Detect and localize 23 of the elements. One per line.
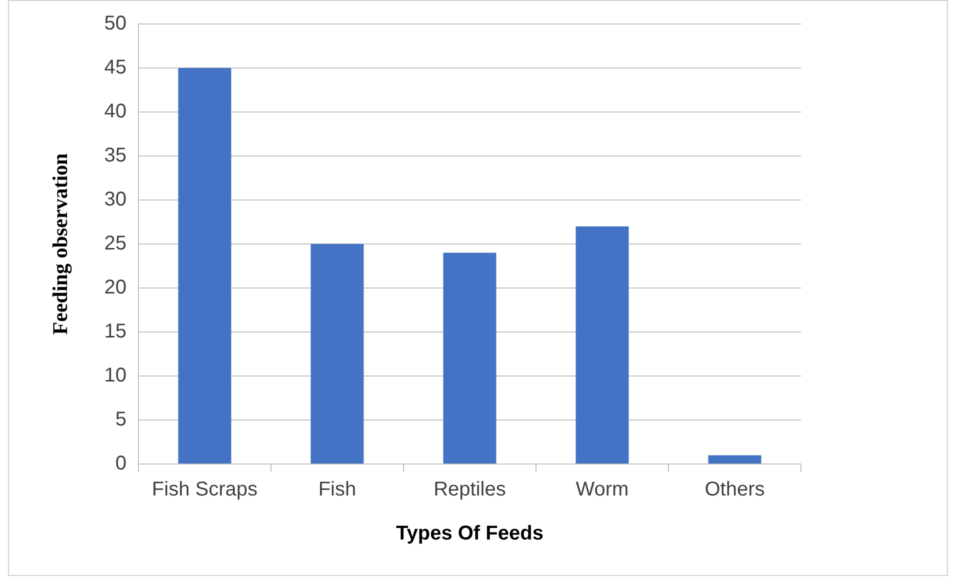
y-axis-title: Feeding observation	[48, 152, 72, 335]
x-tick-label: Reptiles	[434, 478, 506, 501]
x-tick-label: Fish	[318, 478, 356, 501]
y-tick-label: 20	[104, 276, 126, 299]
y-tick-label: 10	[104, 364, 126, 387]
y-tick-label: 50	[104, 12, 126, 35]
bar	[708, 455, 762, 464]
y-tick-label: 5	[115, 408, 126, 431]
y-tick-label: 35	[104, 144, 126, 167]
y-tick-label: 40	[104, 100, 126, 123]
y-tick-label: 15	[104, 320, 126, 343]
bar	[310, 244, 364, 464]
y-tick-label: 45	[104, 56, 126, 79]
y-tick-label: 0	[115, 452, 126, 475]
x-axis-title: Types Of Feeds	[396, 522, 544, 545]
bar	[443, 252, 496, 464]
y-tick-label: 25	[104, 232, 126, 255]
bar	[178, 68, 232, 464]
x-tick-label: Others	[704, 478, 765, 501]
x-tick-label: Fish Scraps	[152, 478, 258, 501]
bar	[576, 226, 629, 464]
x-tick-label: Worm	[576, 478, 629, 501]
y-tick-label: 30	[104, 188, 126, 211]
